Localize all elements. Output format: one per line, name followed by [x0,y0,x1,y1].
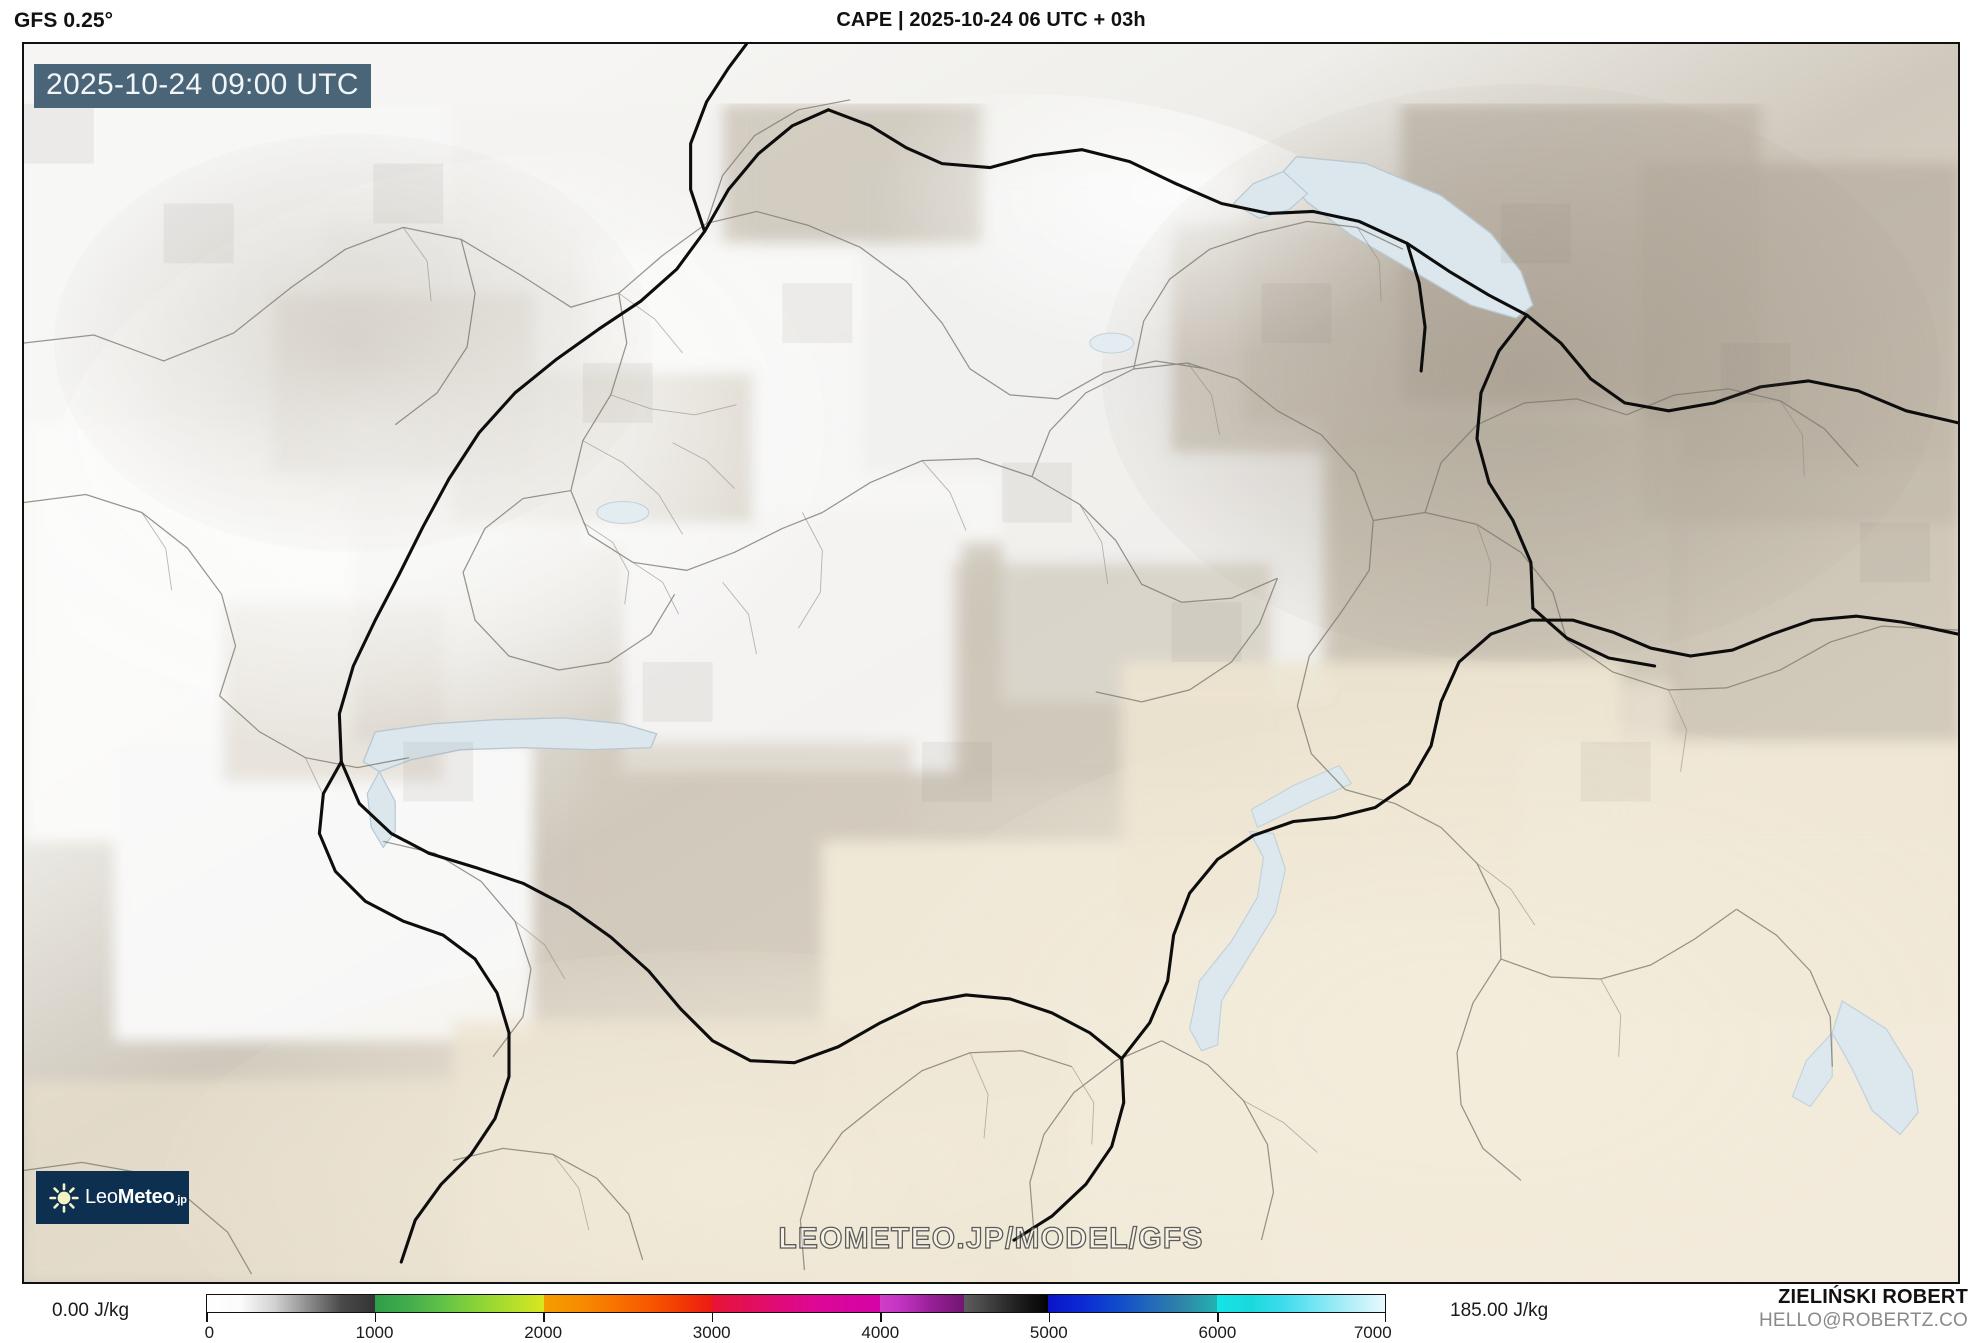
credit-email: HELLO@ROBERTZ.CO [1758,1310,1968,1331]
colorbar-tick [880,1313,882,1322]
footer-bar: 0.00 J/kg 185.00 J/kg 0 1000 2000 3000 4000 5… [0,1284,1982,1342]
leometeo-logo[interactable]: LeoMeteo.jp [36,1171,189,1224]
colorbar-tick-label: 2000 [524,1323,563,1342]
colorbar-tick [1048,1313,1051,1322]
colorbar-segment [1216,1295,1385,1312]
colorbar-tick-label: 0 [204,1323,215,1342]
raster-noise [24,103,1931,802]
header-bar: GFS 0.25° CAPE | 2025-10-24 06 UTC + 03h [0,0,1982,42]
colorbar-tick-label: 3000 [692,1323,731,1342]
country-borders [317,44,1958,1264]
timestamp-badge: 2025-10-24 09:00 UTC [34,64,371,108]
map-raster [24,44,1958,1282]
colorbar-segment [207,1295,376,1312]
colorbar-tick [543,1313,545,1322]
admin-borders [24,99,1958,1275]
model-label: GFS 0.25° [14,9,114,32]
colorbar-tick [1384,1313,1386,1322]
colorbar-tick-label: 7000 [1353,1323,1392,1342]
colorbar-tick-label: 6000 [1198,1323,1237,1342]
logo-text-leo: Leo [85,1186,118,1208]
credit-name: ZIELIŃSKI ROBERT [1778,1286,1968,1308]
colorbar[interactable]: 0 1000 2000 3000 4000 5000 6000 7000 [205,1294,1392,1342]
colorbar-segment [375,1295,544,1312]
colorbar-tick [374,1313,377,1322]
colorbar-gradient [206,1294,1386,1313]
logo-text: LeoMeteo.jp [85,1186,187,1209]
colorbar-tick [711,1313,714,1322]
colorbar-segment [543,1295,712,1312]
colorbar-segment [1048,1295,1217,1312]
logo-text-tld: .jp [174,1194,187,1206]
colorbar-segment [964,1295,1049,1312]
logo-text-meteo: Meteo [117,1186,175,1208]
weather-map[interactable]: 2025-10-24 09:00 UTC LeoMeteo.jp LEOMETE… [22,42,1960,1284]
colorbar-min-label: 0.00 J/kg [52,1300,130,1321]
sun-icon [49,1182,79,1213]
district-borders [141,227,1805,1231]
colorbar-tick-label: 5000 [1029,1323,1068,1342]
colorbar-tick-label: 4000 [861,1323,900,1342]
colorbar-segment [880,1295,965,1312]
colorbar-tick [206,1313,208,1322]
water-features [362,155,1919,1136]
colorbar-max-label: 185.00 J/kg [1450,1300,1549,1321]
page-title: CAPE | 2025-10-24 06 UTC + 03h [836,9,1146,31]
colorbar-tick-label: 1000 [355,1323,394,1342]
colorbar-tick [1217,1313,1219,1322]
colorbar-segment [711,1295,881,1312]
